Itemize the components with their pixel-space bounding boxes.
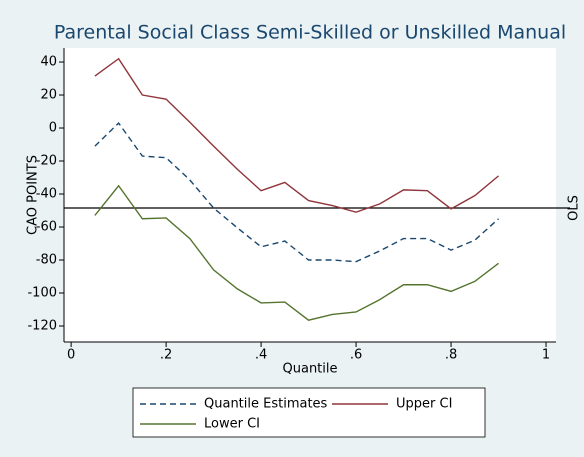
legend-label: Quantile Estimates [204,397,328,412]
series-line [94,121,500,263]
legend [132,387,486,438]
y-tick-label: -80 [36,253,57,268]
y-tick-label: -60 [36,220,57,235]
x-axis-label: Quantile [283,362,338,377]
y-tick-label: -20 [36,154,57,169]
y-tick-label: 20 [40,88,57,103]
y-tick-label: -100 [27,286,57,301]
x-tick-label: .4 [255,348,267,363]
series-line [94,184,499,321]
legend-label: Upper CI [396,397,452,412]
reference-label: OLS [567,195,582,221]
x-tick-label: .8 [445,348,457,363]
chart-title: Parental Social Class Semi-Skilled or Un… [54,22,566,44]
y-tick-label: 0 [49,121,57,136]
x-tick-label: .6 [350,348,362,363]
plot-area [64,48,556,342]
series-line [94,57,499,213]
x-tick-label: 1 [542,348,550,363]
y-axis-label: CAO POINTS [26,155,41,235]
x-tick-label: .2 [160,348,172,363]
legend-label: Lower CI [204,417,260,432]
y-tick-label: -120 [27,318,57,333]
y-tick-label: 40 [40,55,57,70]
x-tick-label: 0 [67,348,75,363]
y-tick-label: -40 [36,187,57,202]
